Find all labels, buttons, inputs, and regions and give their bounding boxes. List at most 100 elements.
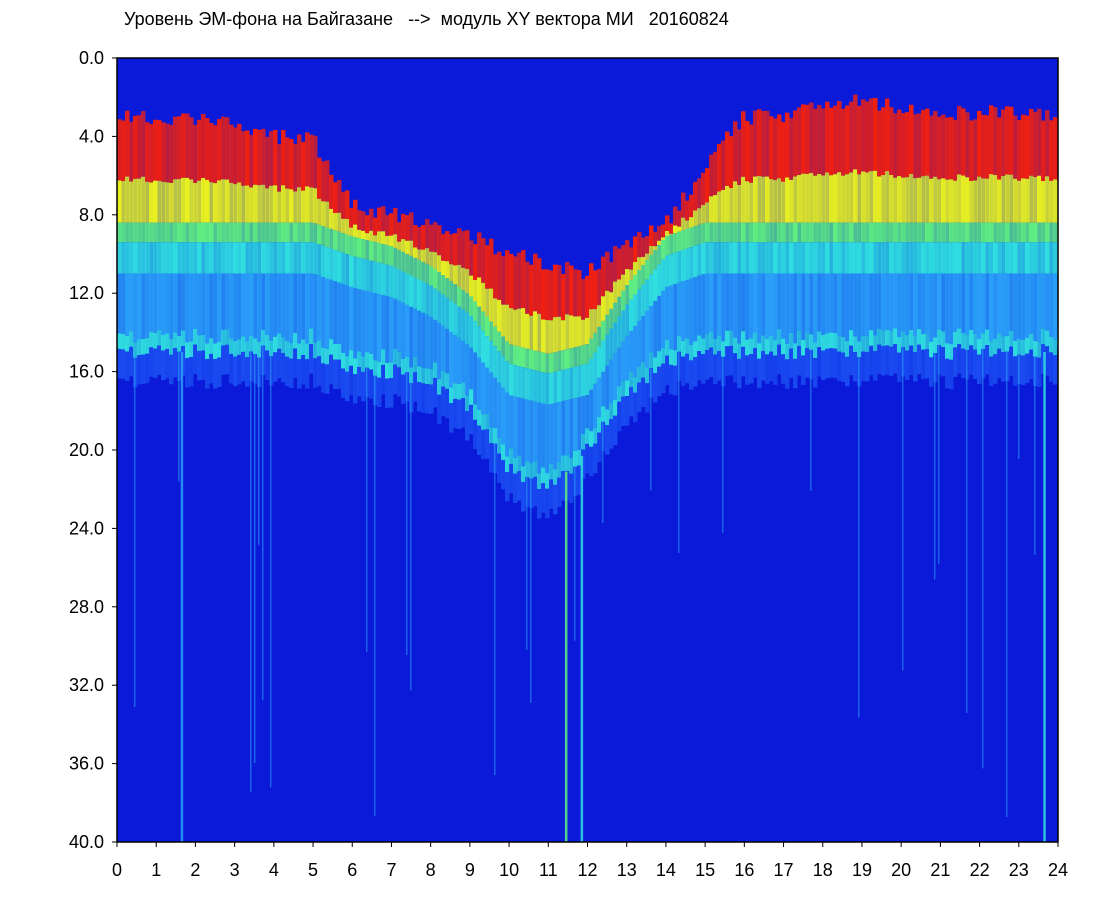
heatmap-cell [337,179,342,213]
heatmap-cell [549,353,554,373]
heatmap-column [537,258,542,519]
heatmap-cell [761,110,766,177]
heatmap-cell [813,273,818,343]
heatmap-cell [909,222,914,243]
heatmap-cell [725,242,730,274]
heatmap-cell [349,255,354,287]
heatmap-cell [905,222,910,243]
heatmap-cell [449,234,454,265]
heatmap-column [613,246,618,446]
heatmap-cell [969,329,974,346]
heatmap-cell [505,456,510,473]
heatmap-cell [397,351,402,368]
heatmap-cell [137,355,142,385]
heatmap-cell [545,473,550,489]
heatmap-cell [653,373,658,403]
heatmap-cell [661,348,666,364]
heatmap-cell [953,119,958,181]
heatmap-cell [801,273,806,340]
heatmap-cell [977,222,982,243]
y-tick-label: 0.0 [79,48,104,68]
heatmap-cell [901,177,906,223]
heatmap-cell [829,332,834,349]
heatmap-cell [369,241,374,261]
heatmap-cell [853,94,858,170]
heatmap-cell [649,274,654,306]
heatmap-cell [385,245,390,265]
heatmap-cell [1001,336,1006,353]
heatmap-cell [717,191,722,223]
heatmap-cell [705,350,710,380]
heatmap-column [553,264,558,515]
heatmap-cell [609,292,614,309]
heatmap-column [637,232,642,413]
heatmap-cell [149,182,154,223]
x-tick-label: 0 [112,860,122,880]
x-tick-label: 16 [734,860,754,880]
heatmap-cell [1009,106,1014,175]
heatmap-cell [181,177,186,223]
heatmap-cell [929,357,934,387]
heatmap-cell [861,242,866,274]
heatmap-cell [725,346,730,376]
heatmap-cell [117,222,122,243]
heatmap-cell [629,299,634,331]
heatmap-cell [453,334,458,384]
heatmap-cell [437,291,442,323]
heatmap-cell [429,224,434,252]
heatmap-cell [469,240,474,276]
heatmap-cell [341,284,346,353]
heatmap-cell [549,270,554,321]
heatmap-cell [557,461,562,478]
heatmap-cell [1045,273,1050,331]
x-tick-label: 5 [308,860,318,880]
heatmap-streak [1034,356,1036,555]
heatmap-cell [861,222,866,243]
heatmap-cell [825,348,830,379]
heatmap-cell [917,344,922,375]
heatmap-cell [413,257,418,278]
heatmap-cell [997,117,1002,180]
heatmap-cell [589,431,594,447]
heatmap-cell [941,273,946,332]
heatmap-cell [237,123,242,183]
heatmap-cell [881,273,886,331]
heatmap-cell [665,340,670,356]
heatmap-cell [165,222,170,243]
heatmap-cell [173,116,178,180]
heatmap-cell [737,343,742,359]
heatmap-cell [245,357,250,387]
heatmap-cell [917,177,922,223]
heatmap-cell [349,365,354,396]
heatmap-cell [213,183,218,223]
heatmap-cell [809,102,814,173]
heatmap-cell [973,222,978,243]
heatmap-column [241,131,246,382]
heatmap-cell [753,110,758,177]
heatmap-cell [917,273,922,330]
heatmap-cell [709,273,714,333]
heatmap-cell [249,242,254,274]
heatmap-cell [777,329,782,345]
heatmap-cell [289,273,294,343]
heatmap-cell [893,113,898,178]
heatmap-cell [541,372,546,404]
heatmap-cell [689,247,694,279]
heatmap-cell [749,242,754,274]
heatmap-cell [429,251,434,267]
heatmap-column [1005,106,1010,818]
heatmap-cell [305,273,310,344]
heatmap-column [709,154,714,378]
heatmap-cell [969,273,974,330]
heatmap-cell [201,222,206,243]
heatmap-cell [821,175,826,223]
heatmap-cell [477,306,482,327]
heatmap-cell [433,222,438,253]
heatmap-cell [845,273,850,342]
heatmap-cell [209,182,214,223]
heatmap-cell [757,273,762,344]
heatmap-cell [553,264,558,318]
heatmap-cell [321,347,326,364]
heatmap-cell [877,110,882,177]
heatmap-cell [641,361,646,378]
